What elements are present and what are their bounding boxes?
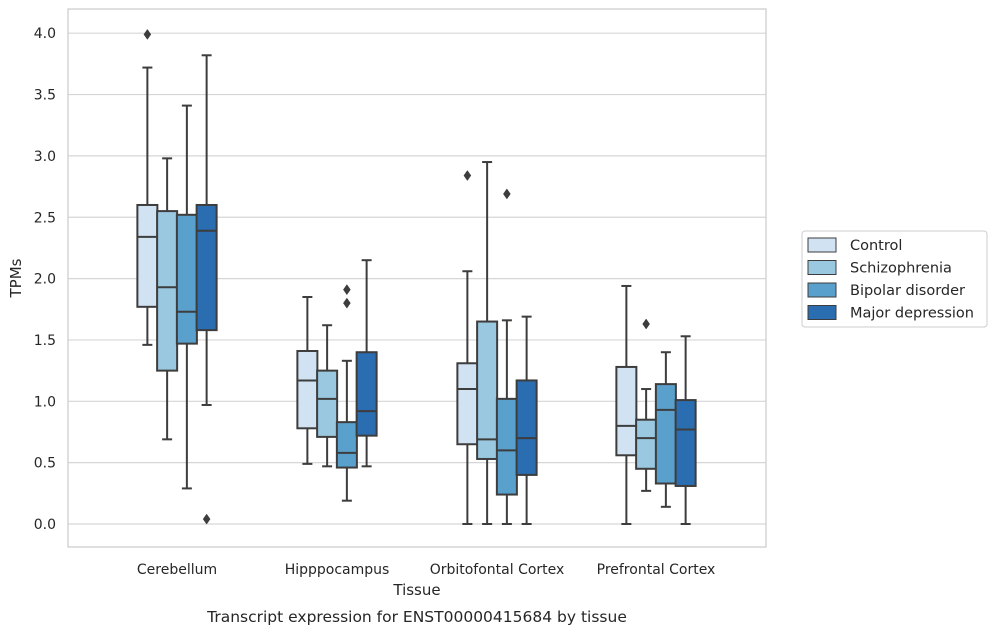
box-iqr bbox=[515, 379, 538, 476]
y-axis-title: TPMs bbox=[7, 258, 25, 298]
box-iqr bbox=[335, 421, 358, 469]
box-iqr bbox=[156, 210, 179, 372]
x-axis-title: Tissue bbox=[392, 581, 440, 599]
box-iqr bbox=[316, 369, 339, 438]
box-iqr bbox=[296, 349, 319, 430]
box-group bbox=[615, 284, 638, 525]
box-group bbox=[156, 157, 179, 441]
box-group bbox=[355, 259, 378, 468]
y-tick-label: 2.5 bbox=[34, 210, 56, 226]
box-iqr bbox=[175, 213, 198, 345]
outlier-marker bbox=[463, 170, 472, 181]
box-iqr bbox=[495, 397, 518, 496]
box-iqr bbox=[615, 365, 638, 457]
y-tick-label: 1.0 bbox=[34, 394, 56, 410]
outlier-marker bbox=[143, 28, 152, 40]
x-tick-label: Cerebellum bbox=[137, 562, 217, 578]
legend-label: Control bbox=[850, 238, 902, 254]
box-iqr bbox=[195, 203, 218, 332]
y-tick-label: 3.5 bbox=[34, 88, 56, 104]
plot-area-frame bbox=[67, 8, 767, 548]
outlier-marker bbox=[503, 188, 511, 200]
box-iqr bbox=[355, 351, 378, 437]
box-group bbox=[674, 335, 697, 525]
x-tick-label: Hipppocampus bbox=[285, 562, 390, 578]
legend-label: Bipolar disorder bbox=[850, 283, 965, 299]
box-group bbox=[635, 318, 658, 492]
outlier-marker bbox=[343, 284, 351, 296]
legend: Control Schizophrenia Bipolar disorder Majo… bbox=[801, 230, 988, 328]
box-group bbox=[654, 351, 677, 508]
box-iqr bbox=[476, 320, 499, 460]
box-iqr bbox=[456, 362, 479, 446]
y-tick-label: 2.0 bbox=[34, 272, 56, 288]
box-iqr bbox=[635, 418, 658, 470]
box-group bbox=[495, 188, 518, 525]
y-tick-label: 3.0 bbox=[34, 149, 56, 165]
chart-caption: Transcript expression for ENST0000041568… bbox=[206, 608, 627, 626]
y-tick-label: 4.0 bbox=[34, 26, 56, 42]
box-iqr bbox=[136, 203, 159, 308]
y-tick-label: 1.5 bbox=[34, 333, 56, 349]
box-group bbox=[456, 170, 479, 525]
x-tick-label: Orbitofontal Cortex bbox=[430, 562, 565, 578]
legend-swatch bbox=[807, 305, 837, 320]
legend-swatch bbox=[807, 237, 837, 253]
x-tick-label: Prefrontal Cortex bbox=[597, 562, 716, 578]
outlier-marker bbox=[642, 318, 650, 330]
legend-swatch bbox=[807, 282, 837, 298]
box-iqr bbox=[674, 399, 697, 487]
outlier-marker bbox=[202, 513, 211, 525]
box-group bbox=[296, 296, 319, 465]
box-group bbox=[136, 28, 159, 346]
box-group bbox=[316, 324, 339, 468]
box-group bbox=[335, 284, 358, 502]
x-axis-ticks: Cerebellum Hipppocampus Orbitofontal Corte… bbox=[137, 562, 715, 578]
box-series-layer bbox=[136, 28, 697, 525]
box-group bbox=[195, 54, 218, 525]
y-tick-label: 0.0 bbox=[34, 517, 56, 533]
legend-frame bbox=[801, 230, 988, 328]
legend-label: Major depression bbox=[850, 306, 974, 322]
box-group bbox=[476, 161, 499, 525]
y-axis-ticks: 0.0 0.5 1.0 1.5 2.0 2.5 3.0 3.5 4.0 bbox=[34, 26, 56, 533]
y-tick-label: 0.5 bbox=[34, 456, 56, 472]
legend-swatch bbox=[807, 260, 837, 275]
legend-label: Schizophrenia bbox=[850, 261, 952, 277]
box-iqr bbox=[654, 383, 677, 485]
outlier-marker bbox=[343, 297, 351, 309]
box-group bbox=[515, 315, 538, 525]
box-group bbox=[175, 104, 198, 490]
